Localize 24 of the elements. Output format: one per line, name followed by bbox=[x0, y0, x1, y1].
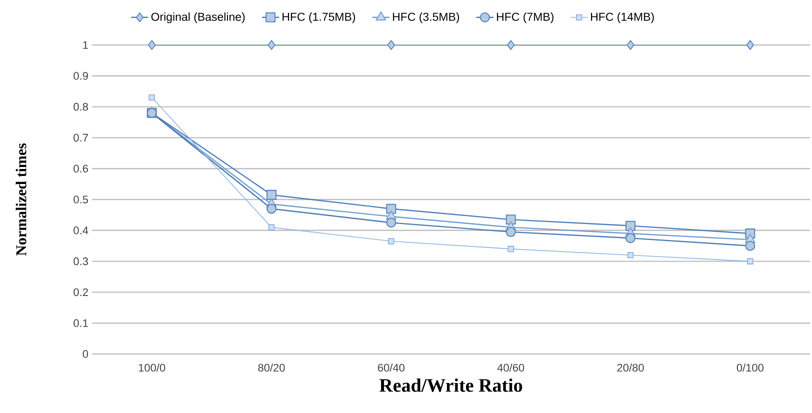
y-tick-label: 0.4 bbox=[74, 226, 88, 234]
y-tick-label: 0.8 bbox=[74, 102, 88, 111]
y-tick-label: 0.6 bbox=[74, 164, 88, 172]
y-tick-label: 1 bbox=[83, 41, 88, 49]
legend-label: HFC (7MB) bbox=[496, 12, 554, 24]
x-tick-label: 100/0 bbox=[138, 364, 166, 372]
legend-label: HFC (14MB) bbox=[590, 12, 654, 24]
y-tick-label: 0 bbox=[82, 350, 88, 358]
legend-label: HFC (1.75MB) bbox=[282, 12, 356, 24]
y-tick-label: 0.2 bbox=[74, 288, 88, 296]
x-tick-label: 80/20 bbox=[258, 364, 285, 372]
y-axis-title: Normalized times bbox=[16, 143, 26, 256]
y-tick-label: 0.3 bbox=[74, 257, 88, 266]
legend-label: Original (Baseline) bbox=[151, 12, 245, 24]
x-axis-title: Read/Write Ratio bbox=[379, 378, 522, 392]
x-tick-label: 0/100 bbox=[736, 364, 764, 372]
y-tick-label: 0.7 bbox=[74, 134, 88, 142]
x-tick-label: 20/80 bbox=[617, 364, 644, 372]
y-tick-label: 0.1 bbox=[74, 319, 88, 327]
x-tick-label: 40/60 bbox=[497, 364, 524, 372]
y-tick-label: 0.9 bbox=[74, 72, 88, 80]
y-tick-label: 0.5 bbox=[74, 196, 88, 204]
x-tick-label: 60/40 bbox=[378, 364, 404, 372]
legend-label: HFC (3.5MB) bbox=[392, 12, 460, 24]
